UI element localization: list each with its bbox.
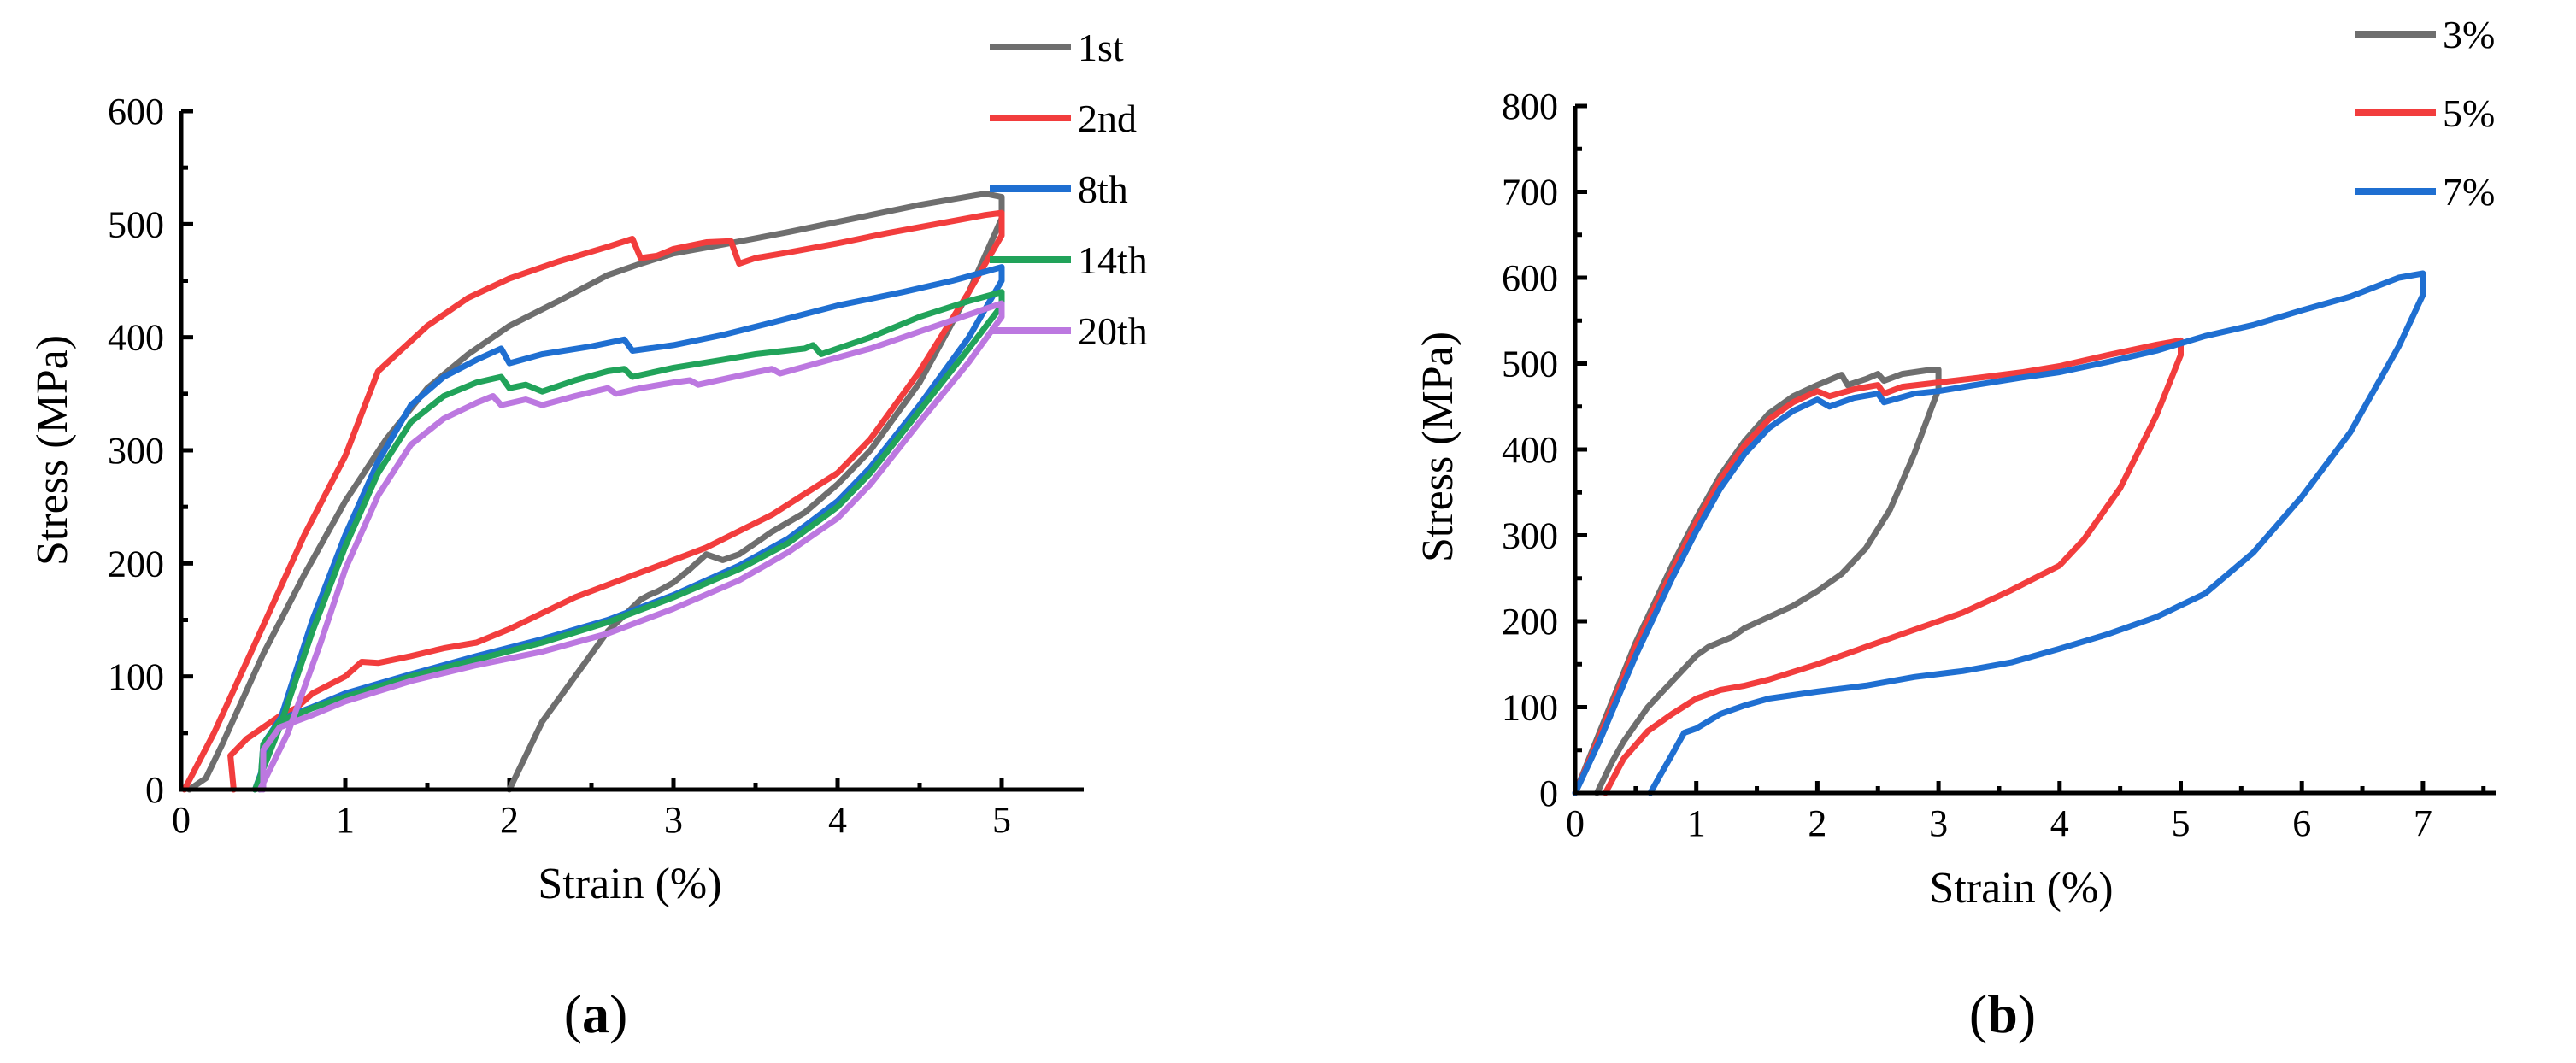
series-line-2nd <box>181 209 1005 793</box>
legend-label: 1st <box>1078 26 1124 69</box>
y-tick-label: 500 <box>1502 344 1558 385</box>
legend-label: 8th <box>1078 167 1128 211</box>
x-tick-label: 1 <box>1687 802 1706 844</box>
legend-label: 5% <box>2443 91 2495 135</box>
panel-b-chart: 0 1 2 3 4 5 6 7 0 100 200 300 400 500 600 700 800 Stress… <box>1414 13 2496 1044</box>
y-tick-label: 400 <box>108 317 164 359</box>
panel-a-legend: 1st 2nd 8th 14th 20th <box>990 26 1148 353</box>
x-tick-label: 5 <box>992 799 1011 841</box>
x-tick-label: 4 <box>2050 802 2069 844</box>
panel-a-axes <box>179 111 1084 792</box>
series-line-5pct <box>1572 337 2184 796</box>
y-tick-label: 300 <box>1502 515 1558 557</box>
y-tick-label: 0 <box>1539 772 1558 814</box>
x-tick-label: 1 <box>336 799 355 841</box>
x-tick-label: 3 <box>1929 802 1948 844</box>
y-tick-label: 300 <box>108 430 164 472</box>
x-tick-label: 0 <box>1566 802 1585 844</box>
panel-a-label: (a) <box>564 984 628 1044</box>
y-tick-label: 200 <box>108 543 164 584</box>
legend-label: 7% <box>2443 170 2495 214</box>
series-line-8th <box>251 264 1005 793</box>
legend-label: 3% <box>2443 13 2495 56</box>
y-tick-label: 0 <box>145 769 164 811</box>
x-tick-label: 0 <box>172 799 191 841</box>
series-line-14th <box>251 289 1005 793</box>
y-tick-label: 100 <box>108 656 164 698</box>
panel-a-xlabel: Strain (%) <box>538 860 721 908</box>
x-tick-label: 2 <box>500 799 519 841</box>
x-tick-label: 6 <box>2292 802 2311 844</box>
legend-label: 20th <box>1078 309 1148 353</box>
y-tick-label: 800 <box>1502 85 1558 127</box>
x-tick-label: 5 <box>2172 802 2191 844</box>
panel-b-axes <box>1573 106 2496 796</box>
panel-a-chart: 0 1 2 3 4 5 0 100 200 300 400 500 600 Stress (MPa) S… <box>28 26 1148 1044</box>
panel-b-xlabel: Strain (%) <box>1929 864 2113 913</box>
series-line-20th <box>256 300 1005 793</box>
x-tick-label: 4 <box>828 799 847 841</box>
y-tick-label: 400 <box>1502 429 1558 471</box>
x-tick-label: 7 <box>2414 802 2432 844</box>
series-line-1st <box>186 191 1005 793</box>
y-tick-label: 100 <box>1502 687 1558 729</box>
panel-b-label: (b) <box>1969 984 2036 1044</box>
panel-a-series-group <box>181 191 1005 793</box>
y-tick-label: 200 <box>1502 601 1558 643</box>
x-tick-label: 3 <box>664 799 683 841</box>
y-tick-label: 600 <box>1502 257 1558 299</box>
series-line-7pct <box>1572 270 2426 796</box>
legend-label: 2nd <box>1078 97 1137 140</box>
y-tick-label: 500 <box>108 203 164 245</box>
panel-b-ylabel: Stress (MPa) <box>1414 332 1462 562</box>
legend-label: 14th <box>1078 238 1148 282</box>
x-tick-label: 2 <box>1808 802 1826 844</box>
panel-a-ylabel: Stress (MPa) <box>28 335 77 566</box>
y-tick-label: 600 <box>108 91 164 132</box>
y-tick-label: 700 <box>1502 172 1558 214</box>
panel-b-series-group <box>1572 270 2426 796</box>
panel-b-legend: 3% 5% 7% <box>2355 13 2495 214</box>
